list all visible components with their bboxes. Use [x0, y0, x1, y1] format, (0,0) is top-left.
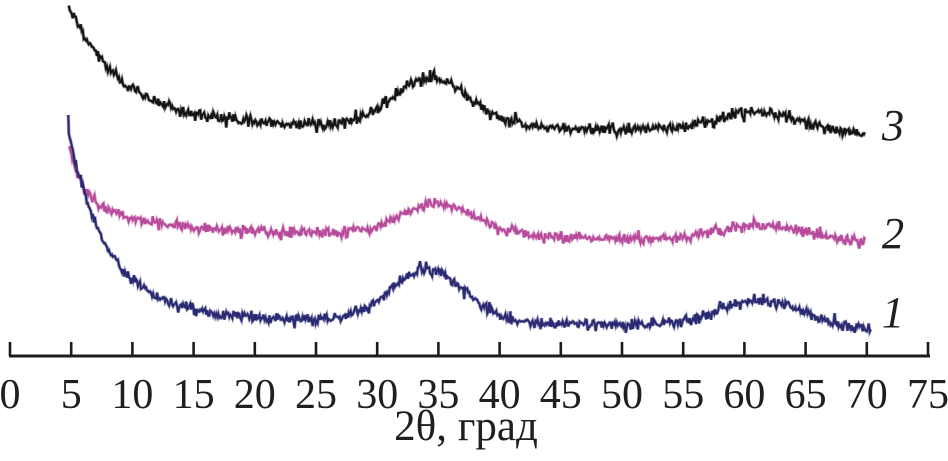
svg-text:25: 25 — [295, 372, 337, 418]
svg-text:2: 2 — [882, 208, 904, 258]
svg-text:3: 3 — [881, 100, 904, 150]
svg-text:65: 65 — [785, 372, 827, 418]
svg-text:75: 75 — [907, 372, 948, 418]
svg-text:35: 35 — [417, 372, 459, 418]
svg-text:40: 40 — [479, 372, 521, 418]
svg-text:50: 50 — [601, 372, 643, 418]
svg-text:2θ, град: 2θ, град — [394, 403, 538, 450]
svg-text:10: 10 — [111, 372, 153, 418]
svg-text:30: 30 — [356, 372, 398, 418]
svg-text:60: 60 — [723, 372, 765, 418]
svg-text:45: 45 — [540, 372, 582, 418]
svg-text:55: 55 — [662, 372, 704, 418]
svg-text:20: 20 — [234, 372, 276, 418]
svg-text:1: 1 — [882, 287, 904, 337]
svg-text:0: 0 — [0, 372, 21, 418]
svg-text:15: 15 — [173, 372, 215, 418]
svg-text:5: 5 — [61, 372, 82, 418]
svg-text:70: 70 — [846, 372, 888, 418]
